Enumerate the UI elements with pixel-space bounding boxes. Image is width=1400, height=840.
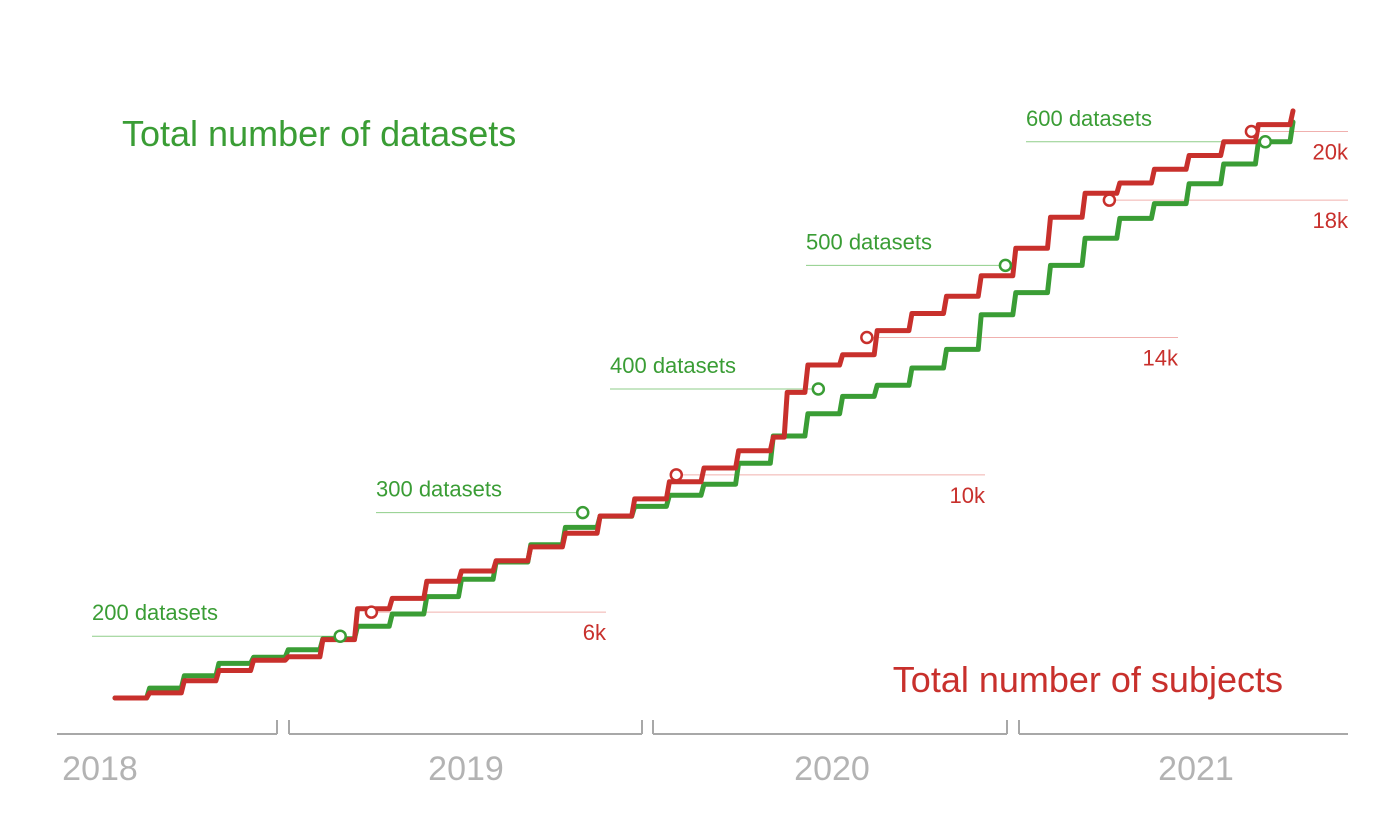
- subjects-marker-label: 14k: [1143, 346, 1179, 371]
- subjects-marker-label: 10k: [950, 483, 986, 508]
- time-axis: 2018 2019 2020 2021: [57, 720, 1348, 788]
- datasets-marker-label: 600 datasets: [1026, 106, 1152, 131]
- datasets-marker: [575, 505, 590, 520]
- subjects-marker: [669, 468, 684, 482]
- year-tick-label: 2020: [794, 750, 870, 788]
- datasets-marker: [998, 258, 1013, 273]
- subjects-marker-label: 18k: [1313, 208, 1349, 233]
- year-tick-label: 2018: [62, 750, 138, 788]
- year-tick-label: 2021: [1158, 750, 1234, 788]
- subjects-marker: [364, 605, 379, 619]
- datasets-marker-label: 200 datasets: [92, 600, 218, 625]
- datasets-line: [112, 119, 1296, 701]
- year-tick-label: 2019: [428, 750, 504, 788]
- legend-datasets: Total number of datasets: [122, 113, 516, 154]
- datasets-marker: [333, 629, 347, 643]
- datasets-marker-label: 400 datasets: [610, 353, 736, 378]
- subjects-line: [112, 108, 1296, 701]
- subjects-marker: [860, 330, 874, 345]
- series-lines: [112, 108, 1296, 701]
- chart-labels: Total number of datasets Total number of…: [92, 106, 1349, 700]
- subjects-marker-label: 20k: [1313, 140, 1349, 165]
- datasets-marker-label: 300 datasets: [376, 477, 502, 502]
- subjects-marker: [1244, 124, 1259, 139]
- datasets-marker: [1258, 135, 1273, 149]
- marker-guides: [92, 131, 1348, 637]
- subjects-marker: [1102, 193, 1117, 207]
- legend-subjects: Total number of subjects: [893, 659, 1283, 700]
- datasets-marker-label: 500 datasets: [806, 229, 932, 254]
- series-markers: [333, 124, 1273, 643]
- datasets-marker: [811, 382, 826, 396]
- subjects-marker-label: 6k: [583, 620, 607, 645]
